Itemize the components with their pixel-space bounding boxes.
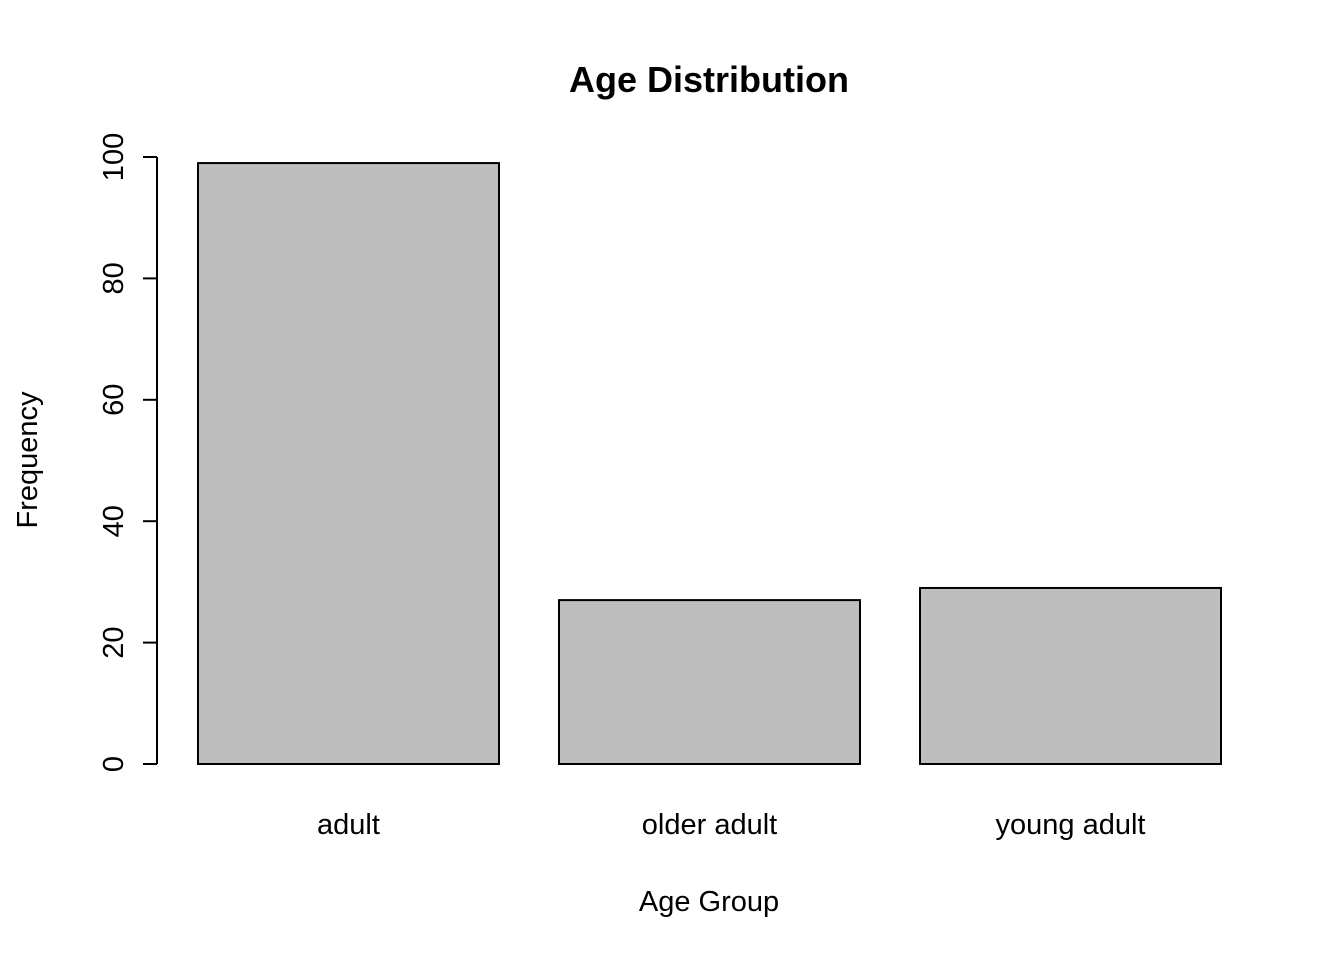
y-tick-label: 80 [98, 262, 130, 294]
y-tick-label: 100 [98, 133, 130, 181]
x-tick-label: older adult [642, 809, 777, 841]
y-axis-label: Frequency [12, 391, 44, 529]
x-axis-label: Age Group [639, 886, 779, 918]
bar-older-adult [558, 599, 861, 765]
y-tick-label: 60 [98, 384, 130, 416]
bars-group [197, 162, 1222, 765]
bar-young-adult [919, 586, 1222, 765]
chart-title: Age Distribution [569, 59, 849, 100]
y-tick-label: 0 [98, 756, 130, 772]
bar-adult [197, 162, 500, 765]
y-tick-label: 20 [98, 626, 130, 658]
x-tick-label: young adult [996, 809, 1146, 841]
y-tick-label: 40 [98, 505, 130, 537]
x-tick-label: adult [317, 809, 380, 841]
x-tick-labels: adult older adult young adult [317, 809, 1145, 841]
y-axis: 0 20 40 60 80 100 [98, 133, 158, 772]
